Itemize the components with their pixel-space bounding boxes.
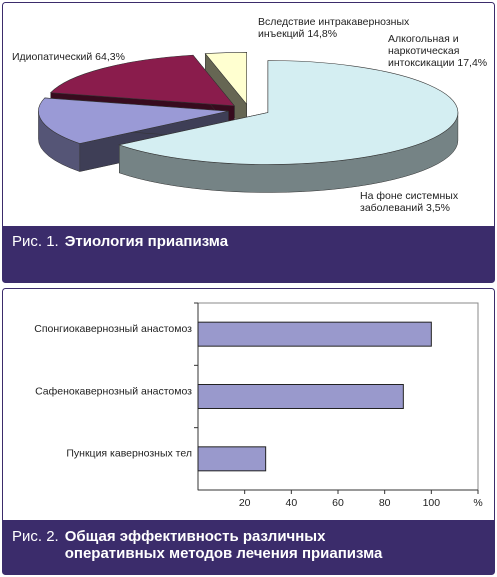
y-tick-label: Спонгиокавернозный анастомоз: [34, 323, 192, 335]
x-tick-label: 80: [379, 497, 391, 509]
slice-name: Вследствие интракавернозных инъекций: [258, 16, 410, 40]
pie-slice: [50, 54, 236, 107]
caption-band: [3, 226, 494, 282]
slice-name: Алкогольная и наркотическая интоксикации: [388, 33, 460, 69]
x-tick-label: 20: [239, 497, 251, 509]
slice-value: 3,5%: [426, 202, 450, 214]
x-tick-label: 100: [423, 497, 441, 509]
slice-value: 14,8%: [307, 28, 338, 40]
slice-label: Алкогольная и наркотическая интоксикации…: [388, 33, 493, 69]
y-tick-label: Пункция кавернозных тел: [66, 448, 192, 460]
caption: Рис. 1. Этиология приапизма: [12, 233, 365, 250]
caption-title: Этиология приапизма: [64, 233, 229, 250]
bar: [197, 384, 404, 409]
slice-value: 64,3%: [95, 51, 125, 63]
y-tick-label: Сафенокавернозный анастомоз: [35, 385, 192, 397]
caption-title: Общая эффективность различных оперативны…: [64, 528, 383, 562]
x-tick-label: 40: [285, 497, 297, 509]
caption-prefix: Рис. 1.: [12, 233, 59, 250]
slice-label: Вследствие интракавернозных инъекций 14,…: [258, 16, 438, 40]
bar: [197, 321, 432, 347]
slice-value: 17,4%: [457, 57, 488, 69]
x-tick-label: 60: [332, 497, 344, 509]
slice-label: Идиопатический 64,3%: [12, 51, 232, 63]
slice-name: На фоне системных заболеваний: [360, 190, 459, 214]
caption-band: [3, 520, 494, 574]
bar: [197, 446, 267, 472]
slice-name: Идиопатический: [12, 51, 93, 63]
pie-slice: [204, 51, 247, 106]
x-tick-label: %: [473, 497, 482, 509]
pie-slice: [118, 60, 459, 165]
pie-slice: [38, 97, 229, 144]
caption-prefix: Рис. 2.: [12, 528, 59, 545]
caption: Рис. 2. Общая эффективность различных опе…: [12, 528, 395, 562]
slice-label: На фоне системных заболеваний 3,5%: [360, 190, 490, 214]
